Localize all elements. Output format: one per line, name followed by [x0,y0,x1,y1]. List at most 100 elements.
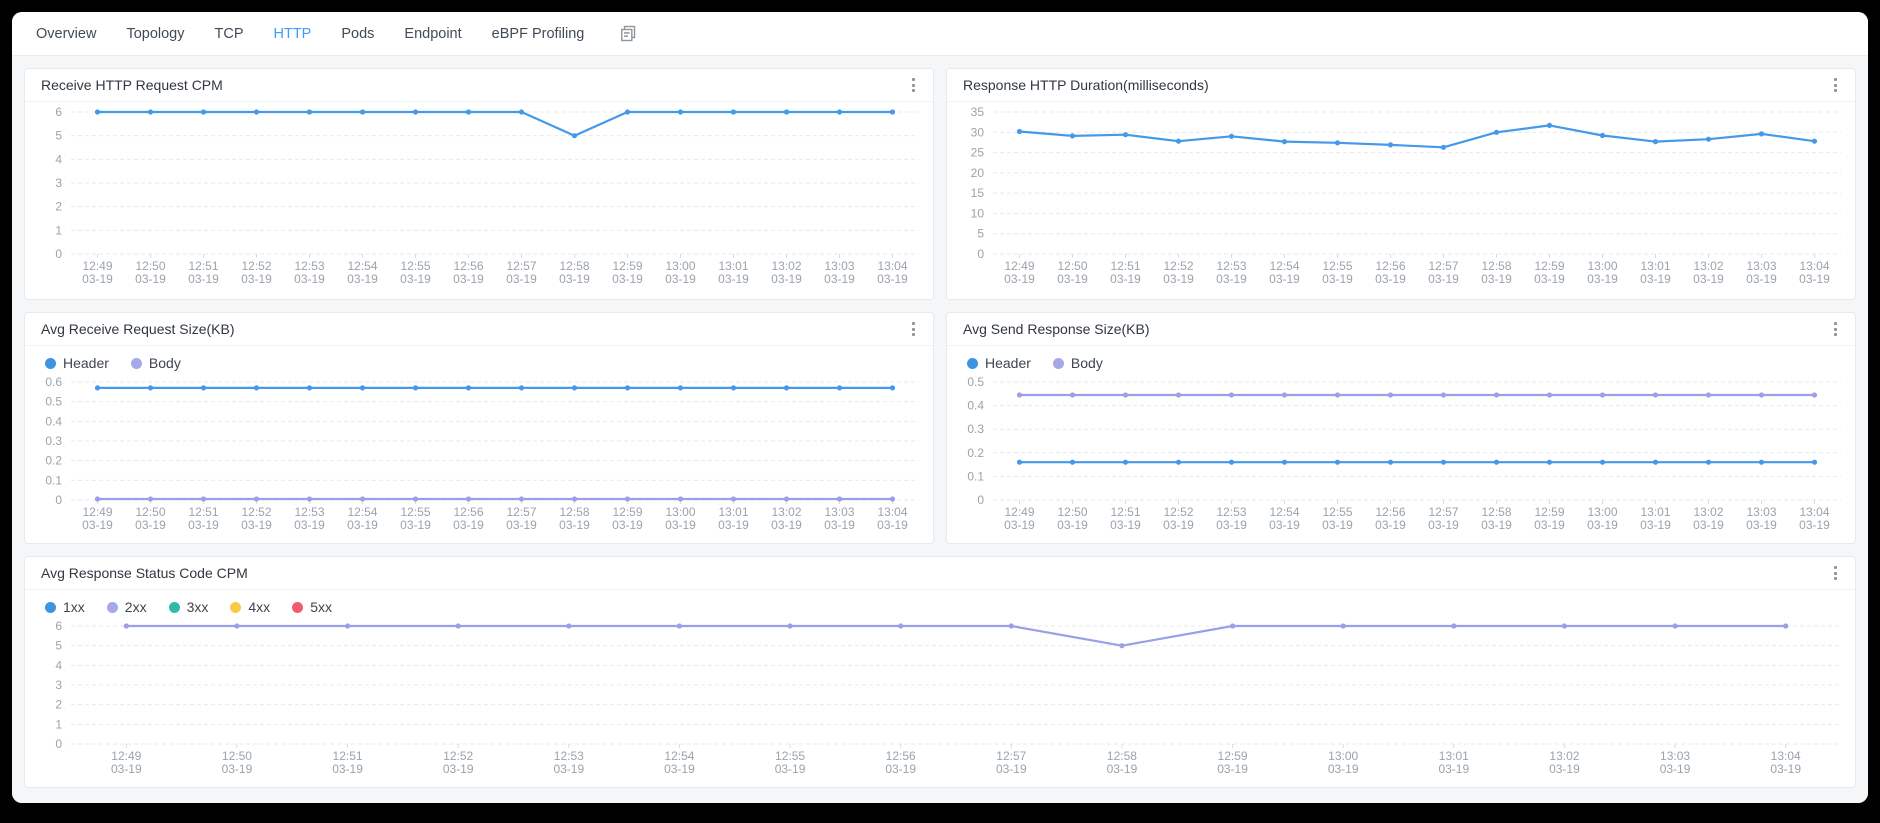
chart-receive-http-request-cpm[interactable]: 0 1 2 3 4 5 6 12:49 03-19 12:50 03-19 12:51 03-19 12:… [25,102,933,297]
panel-avg-send-response-size: Avg Send Response Size(KB) Header Body 0 0.… [946,312,1856,544]
legend-5xx[interactable]: 5xx [292,599,332,615]
legend-label: Header [985,355,1031,371]
tab-topology[interactable]: Topology [126,25,185,42]
svg-text:0: 0 [55,737,62,751]
svg-text:1: 1 [55,223,62,237]
panel-response-http-duration: Response HTTP Duration(milliseconds) 0 5 1… [946,68,1856,300]
legend-4xx[interactable]: 4xx [230,599,270,615]
legend-dot [967,357,978,369]
legend-body[interactable]: Body [1052,355,1103,371]
kebab-menu-icon[interactable] [1832,318,1839,340]
chart-canvas: 0 1 2 3 4 5 6 12:49 03-19 12:50 03-19 12:51 03-19 12:… [55,105,919,286]
svg-text:0.3: 0.3 [45,434,62,448]
tab-tcp[interactable]: TCP [214,25,244,42]
panel-header: Avg Receive Request Size(KB) [25,313,933,346]
svg-text:2: 2 [55,200,62,214]
chart-avg-receive-request-size[interactable]: 0 0.1 0.2 0.3 0.4 0.5 0.6 12:49 03-19 12:50 03-19 1… [25,372,933,543]
chart-canvas: 0 1 2 3 4 5 6 12:49 03-19 12:50 03-19 12:51 03-19 12:… [55,619,1841,776]
legend-body[interactable]: Body [130,355,181,371]
app-window: Overview Topology TCP HTTP Pods Endpoint eBPF … [12,12,1868,803]
chart-response-http-duration[interactable]: 0 5 10 15 20 25 30 35 12:49 03-19 12:50 03-19 12:51 0… [947,102,1855,297]
legend-2xx[interactable]: 2xx [106,599,147,615]
panel-avg-receive-request-size: Avg Receive Request Size(KB) Header Body 0… [24,312,934,544]
chart-avg-response-status-code-cpm[interactable]: 0 1 2 3 4 5 6 12:49 03-19 12:50 03-19 12:51 03-19 12:… [25,616,1855,787]
legend-dot [292,601,304,613]
chart-avg-send-response-size[interactable]: 0 0.1 0.2 0.3 0.4 0.5 12:49 03-19 12:50 03-19 12:5… [947,372,1855,543]
tab-overview[interactable]: Overview [36,25,97,42]
svg-text:0.1: 0.1 [45,473,62,487]
pages-icon[interactable] [620,25,637,42]
legend-label: 4xx [248,599,271,615]
svg-text:1: 1 [55,717,62,731]
legend-3xx[interactable]: 3xx [168,599,208,615]
panel-receive-http-request-cpm: Receive HTTP Request CPM 0 1 2 3 4 5 6 12:49 03-… [24,68,934,300]
legend-label: 2xx [124,599,147,615]
tab-endpoint[interactable]: Endpoint [404,25,462,42]
tab-http[interactable]: HTTP [273,25,312,42]
svg-text:3: 3 [55,678,62,692]
svg-text:35: 35 [971,105,985,119]
tab-ebpf-profiling[interactable]: eBPF Profiling [491,25,585,42]
legend-header[interactable]: Header [45,355,109,371]
svg-text:30: 30 [971,125,985,139]
dashboard-content: Receive HTTP Request CPM 0 1 2 3 4 5 6 12:49 03-… [12,56,1868,803]
kebab-menu-icon[interactable] [1832,562,1839,584]
legend-1xx[interactable]: 1xx [45,599,85,615]
chart-legend: Header Body [25,346,933,372]
legend-label: Body [148,355,181,371]
kebab-menu-icon[interactable] [910,74,917,96]
kebab-menu-icon[interactable] [910,318,917,340]
svg-text:2: 2 [55,698,62,712]
svg-text:5: 5 [55,639,62,653]
tab-bar: Overview Topology TCP HTTP Pods Endpoint eBPF … [12,12,1868,56]
legend-dot [1052,357,1064,369]
panel-title: Avg Send Response Size(KB) [963,321,1150,337]
tab-pods[interactable]: Pods [341,25,375,42]
panel-header: Avg Response Status Code CPM [25,557,1855,590]
chart-legend: 1xx 2xx 3xx 4xx 5xx [25,590,1855,616]
kebab-menu-icon[interactable] [1832,74,1839,96]
svg-text:15: 15 [971,186,985,200]
svg-text:0.6: 0.6 [45,375,62,389]
legend-header[interactable]: Header [967,355,1031,371]
legend-dot [45,601,56,613]
